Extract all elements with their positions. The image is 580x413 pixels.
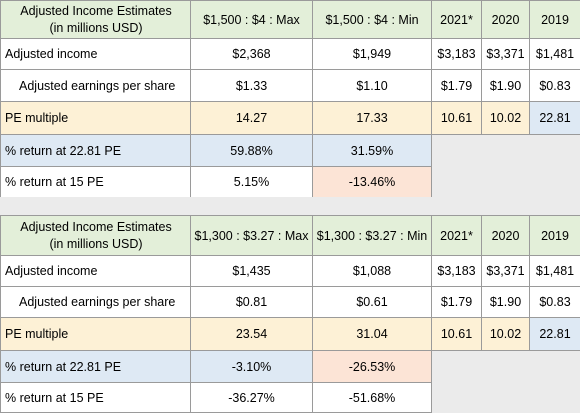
- row-label: Adjusted income: [0, 38, 191, 70]
- col-header-2021: 2021*: [431, 215, 482, 256]
- empty-region: [431, 134, 580, 198]
- col-header-2020: 2020: [481, 0, 530, 39]
- cell-2020: $3,371: [481, 255, 530, 287]
- table-header-row: Adjusted Income Estimates (in millions U…: [0, 215, 580, 256]
- table-title: Adjusted Income Estimates (in millions U…: [0, 215, 191, 256]
- table-row-pe-multiple: PE multiple 23.54 31.04 10.61 10.02 22.8…: [0, 317, 580, 351]
- cell-2019: $0.83: [529, 286, 580, 318]
- cell-max: $1,435: [190, 255, 313, 287]
- cell-min: -26.53%: [312, 350, 432, 383]
- cell-2019: 22.81: [529, 101, 580, 135]
- col-header-2019: 2019: [529, 0, 580, 39]
- estimates-table-2: Adjusted Income Estimates (in millions U…: [0, 215, 580, 413]
- cell-2019: $1,481: [529, 255, 580, 287]
- row-label: Adjusted earnings per share: [0, 69, 191, 102]
- cell-2020: $3,371: [481, 38, 530, 70]
- table-title: Adjusted Income Estimates (in millions U…: [0, 0, 191, 39]
- table-title-line1: Adjusted Income Estimates: [20, 219, 172, 234]
- row-label: % return at 15 PE: [0, 166, 191, 198]
- estimates-table-1: Adjusted Income Estimates (in millions U…: [0, 0, 580, 198]
- cell-min: $1.10: [312, 69, 432, 102]
- empty-region: [431, 350, 580, 413]
- col-header-2019: 2019: [529, 215, 580, 256]
- table-separator: [0, 197, 580, 215]
- cell-min: $0.61: [312, 286, 432, 318]
- col-header-2021: 2021*: [431, 0, 482, 39]
- col-header-min: $1,500 : $4 : Min: [312, 0, 432, 39]
- row-label: % return at 22.81 PE: [0, 134, 191, 167]
- cell-2021: $1.79: [431, 286, 482, 318]
- table-row-pe-multiple: PE multiple 14.27 17.33 10.61 10.02 22.8…: [0, 101, 580, 135]
- cell-2020: $1.90: [481, 286, 530, 318]
- cell-max: -3.10%: [190, 350, 313, 383]
- cell-max: $2,368: [190, 38, 313, 70]
- cell-2019: 22.81: [529, 317, 580, 351]
- cell-min: -13.46%: [312, 166, 432, 198]
- cell-max: 5.15%: [190, 166, 313, 198]
- table-row-eps: Adjusted earnings per share $1.33 $1.10 …: [0, 69, 580, 102]
- table-row-adjusted-income: Adjusted income $2,368 $1,949 $3,183 $3,…: [0, 38, 580, 70]
- col-header-max: $1,300 : $3.27 : Max: [190, 215, 313, 256]
- table-title-line2: (in millions USD): [49, 20, 143, 35]
- table-row-return-15: % return at 15 PE -36.27% -51.68%: [0, 382, 580, 413]
- col-header-min: $1,300 : $3.27 : Min: [312, 215, 432, 256]
- row-label: PE multiple: [0, 317, 191, 351]
- cell-2020: 10.02: [481, 317, 530, 351]
- cell-2021: $3,183: [431, 38, 482, 70]
- row-label: Adjusted earnings per share: [0, 286, 191, 318]
- cell-min: 31.04: [312, 317, 432, 351]
- table-title-line1: Adjusted Income Estimates: [20, 3, 172, 18]
- cell-2021: 10.61: [431, 101, 482, 135]
- cell-max: -36.27%: [190, 382, 313, 413]
- col-header-max: $1,500 : $4 : Max: [190, 0, 313, 39]
- table-row-return-2281: % return at 22.81 PE -3.10% -26.53%: [0, 350, 580, 413]
- cell-2021: 10.61: [431, 317, 482, 351]
- row-label: PE multiple: [0, 101, 191, 135]
- table-title-line2: (in millions USD): [49, 236, 143, 251]
- cell-min: $1,949: [312, 38, 432, 70]
- cell-2020: 10.02: [481, 101, 530, 135]
- cell-2021: $3,183: [431, 255, 482, 287]
- cell-max: $1.33: [190, 69, 313, 102]
- cell-2020: $1.90: [481, 69, 530, 102]
- cell-2019: $1,481: [529, 38, 580, 70]
- cell-max: $0.81: [190, 286, 313, 318]
- cell-min: -51.68%: [312, 382, 432, 413]
- cell-max: 23.54: [190, 317, 313, 351]
- table-row-adjusted-income: Adjusted income $1,435 $1,088 $3,183 $3,…: [0, 255, 580, 287]
- cell-max: 59.88%: [190, 134, 313, 167]
- table-row-eps: Adjusted earnings per share $0.81 $0.61 …: [0, 286, 580, 318]
- col-header-2020: 2020: [481, 215, 530, 256]
- row-label: Adjusted income: [0, 255, 191, 287]
- table-row-return-15: % return at 15 PE 5.15% -13.46%: [0, 166, 580, 198]
- cell-min: 17.33: [312, 101, 432, 135]
- cell-2021: $1.79: [431, 69, 482, 102]
- cell-2019: $0.83: [529, 69, 580, 102]
- cell-max: 14.27: [190, 101, 313, 135]
- row-label: % return at 15 PE: [0, 382, 191, 413]
- table-header-row: Adjusted Income Estimates (in millions U…: [0, 0, 580, 39]
- cell-min: $1,088: [312, 255, 432, 287]
- table-row-return-2281: % return at 22.81 PE 59.88% 31.59%: [0, 134, 580, 198]
- cell-min: 31.59%: [312, 134, 432, 167]
- row-label: % return at 22.81 PE: [0, 350, 191, 383]
